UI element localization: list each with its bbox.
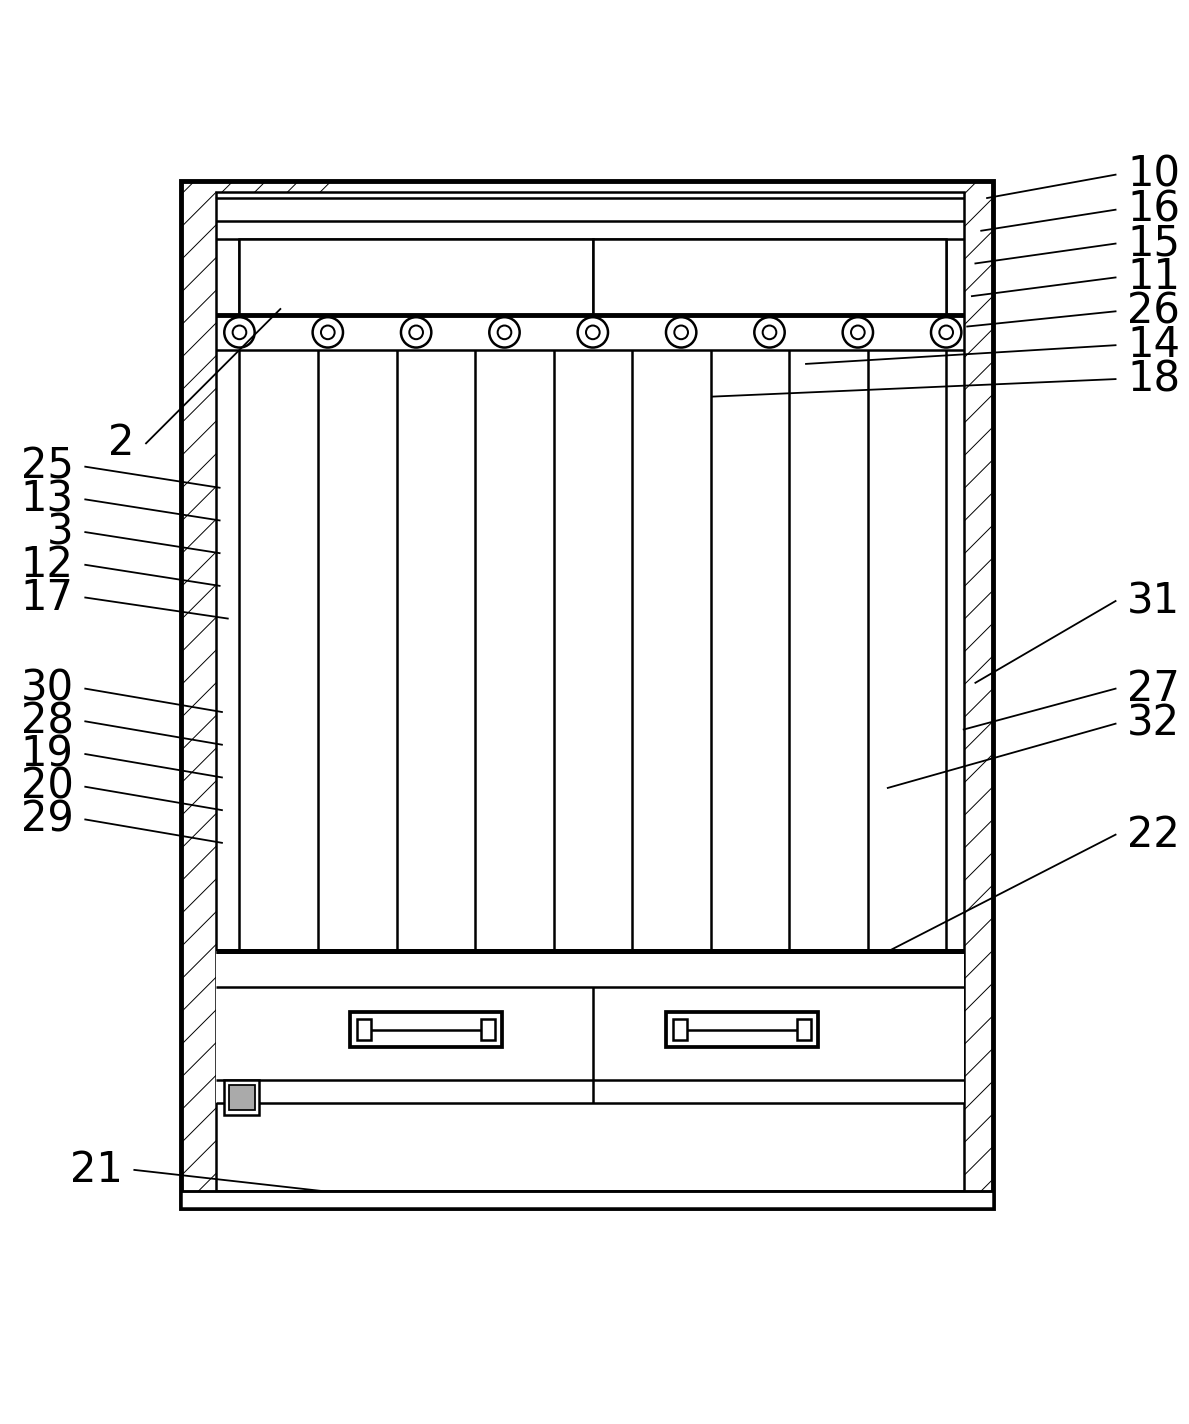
Circle shape — [762, 326, 776, 339]
Circle shape — [498, 326, 511, 339]
Circle shape — [409, 326, 423, 339]
Circle shape — [225, 318, 254, 347]
Bar — [239, 350, 946, 951]
Text: 28: 28 — [20, 701, 74, 742]
Circle shape — [233, 326, 246, 339]
Text: 31: 31 — [1127, 580, 1181, 622]
Circle shape — [843, 318, 873, 347]
Circle shape — [674, 326, 688, 339]
Text: 26: 26 — [1127, 290, 1181, 332]
Text: 22: 22 — [1127, 813, 1179, 856]
Bar — [181, 1190, 993, 1209]
Text: 29: 29 — [21, 799, 74, 840]
Bar — [216, 192, 964, 1190]
Circle shape — [578, 318, 608, 347]
Bar — [797, 1020, 811, 1041]
Circle shape — [490, 318, 520, 347]
Bar — [239, 239, 946, 315]
Bar — [181, 181, 993, 1209]
Text: 25: 25 — [20, 446, 74, 487]
Circle shape — [321, 326, 334, 339]
Text: 15: 15 — [1127, 222, 1181, 265]
Circle shape — [754, 318, 785, 347]
Bar — [673, 1020, 687, 1041]
Bar — [229, 1085, 254, 1111]
Bar — [225, 1079, 259, 1115]
Bar — [239, 239, 593, 315]
Text: 20: 20 — [20, 766, 74, 807]
Text: 19: 19 — [20, 733, 74, 775]
Text: 10: 10 — [1127, 154, 1181, 195]
Circle shape — [666, 318, 697, 347]
Text: 11: 11 — [1127, 256, 1181, 299]
Circle shape — [931, 318, 962, 347]
Text: 12: 12 — [20, 544, 74, 585]
Text: 3: 3 — [48, 511, 74, 553]
Text: 2: 2 — [108, 423, 134, 464]
Text: 18: 18 — [1127, 357, 1181, 400]
Bar — [482, 1020, 496, 1041]
Bar — [593, 239, 946, 315]
Text: 16: 16 — [1127, 189, 1181, 231]
Circle shape — [313, 318, 342, 347]
Text: 13: 13 — [20, 478, 74, 520]
Bar — [666, 1012, 818, 1047]
Text: 14: 14 — [1127, 325, 1181, 366]
Text: 27: 27 — [1127, 668, 1179, 709]
Bar — [358, 1020, 371, 1041]
Text: 30: 30 — [20, 668, 74, 709]
Circle shape — [401, 318, 432, 347]
Circle shape — [939, 326, 954, 339]
Text: 32: 32 — [1127, 702, 1181, 745]
Circle shape — [851, 326, 864, 339]
Bar — [351, 1012, 502, 1047]
Circle shape — [586, 326, 599, 339]
Text: 17: 17 — [20, 577, 74, 618]
Bar — [216, 951, 964, 1104]
Text: 21: 21 — [70, 1149, 122, 1190]
